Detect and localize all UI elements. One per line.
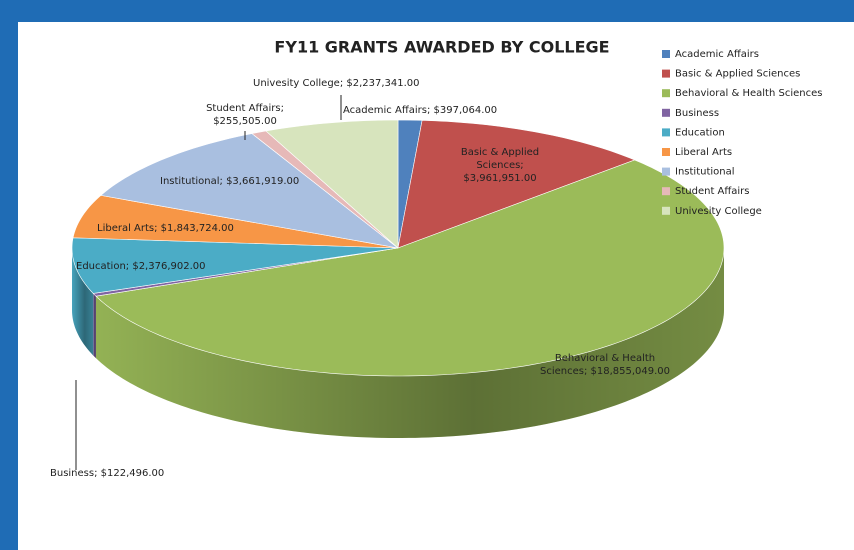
legend-label: Basic & Applied Sciences [675,69,800,80]
legend-label: Univesity College [675,206,762,217]
sides [72,248,724,438]
legend-label: Education [675,127,725,138]
slice-side-shade [72,248,94,356]
legend-label: Student Affairs [675,186,750,197]
slice-side-shade [93,293,96,359]
legend-swatch [662,148,670,156]
slice [71,237,399,294]
slice [265,119,399,249]
legend-label: Business [675,108,719,119]
slice [100,133,399,249]
data-label: Univesity College; $2,237,341.00 [253,78,420,89]
legend-swatch [662,187,670,196]
slice-side-shade [95,248,724,438]
tops [71,119,725,377]
data-label: Basic & Applied Sciences; $3,961,951.00 [460,147,540,184]
legend-label: Institutional [675,167,735,178]
legend-label: Liberal Arts [675,147,732,158]
legend-swatch [662,69,670,78]
slice [397,120,636,249]
data-label: Business; $122,496.00 [50,468,165,479]
data-label: Liberal Arts; $1,843,724.00 [97,223,234,234]
legend-swatch [662,128,670,137]
slice [95,159,725,377]
data-label: Student Affairs; $255,505.00 [206,103,284,127]
legend-swatch [662,89,670,98]
legend-swatch [662,167,670,176]
legend-label: Academic Affairs [675,49,759,60]
legend-label: Behavioral & Health Sciences [675,88,822,99]
data-label: Behavioral & Health Sciences; $18,855,04… [539,353,671,377]
legend-swatch [662,108,670,117]
data-label: Academic Affairs; $397,064.00 [343,105,498,116]
data-label: Institutional; $3,661,919.00 [160,176,300,187]
data-label: Education; $2,376,902.00 [76,261,206,272]
legend-swatch [662,206,670,215]
chart-title: FY11 GRANTS AWARDED BY COLLEGE [274,38,609,57]
slice [72,195,399,249]
legend-swatch [662,50,670,58]
